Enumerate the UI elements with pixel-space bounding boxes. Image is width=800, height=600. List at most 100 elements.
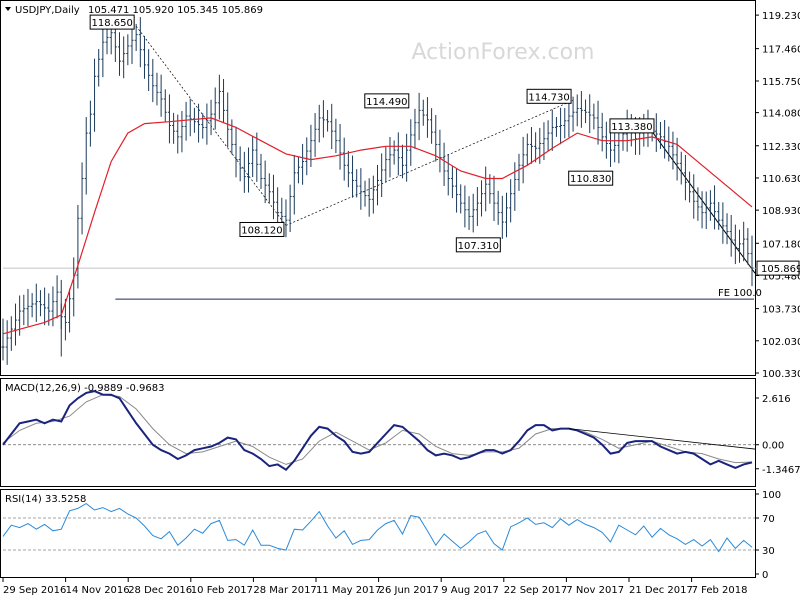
price-bar — [205, 103, 209, 145]
rsi-title: RSI(14) 33.5258 — [5, 494, 86, 505]
price-bar — [359, 168, 363, 210]
price-bar — [192, 107, 196, 133]
price-bar — [296, 156, 300, 184]
price-bar — [525, 133, 529, 166]
price-bar — [267, 173, 271, 204]
price-bar — [376, 164, 379, 206]
price-bar — [313, 113, 317, 157]
price-bar — [217, 74, 221, 120]
macd-line — [2, 390, 753, 471]
price-tick-label: 100.330 — [762, 369, 800, 380]
macd-tick-label: -1.3467 — [762, 465, 800, 476]
price-bar — [55, 275, 59, 319]
price-bar — [180, 110, 184, 153]
date-tick-label: 28 Dec 2016 — [128, 585, 192, 596]
price-bars — [1, 15, 754, 365]
price-bar — [151, 58, 155, 103]
price-bar — [255, 132, 259, 182]
price-bar — [538, 127, 542, 164]
price-bar — [93, 58, 97, 132]
price-bar — [392, 140, 396, 165]
price-bar — [63, 298, 67, 341]
price-bar — [679, 151, 683, 185]
price-bar — [534, 132, 538, 163]
price-bar — [138, 17, 142, 68]
price-bar — [317, 104, 321, 143]
annotation-label: 110.830 — [570, 174, 611, 185]
price-bar — [271, 174, 275, 220]
price-bar — [238, 146, 242, 182]
price-bar — [242, 151, 246, 193]
price-bar — [550, 109, 554, 151]
last-price-box — [756, 260, 800, 276]
annotation-box — [526, 88, 572, 104]
annotation-label: 118.650 — [91, 18, 132, 29]
price-bar — [226, 92, 230, 148]
price-bar — [434, 115, 438, 162]
price-bar — [567, 99, 571, 138]
axis-layer: 119.230 117.460 115.750 114.080 112.330 110.6… — [2, 11, 800, 596]
price-bar — [172, 112, 176, 144]
price-bar — [126, 34, 130, 66]
macd-title: MACD(12,26,9) -0.9889 -0.9683 — [5, 383, 165, 394]
price-bar — [251, 136, 255, 178]
price-bar — [559, 107, 563, 145]
price-bar — [97, 48, 101, 87]
price-bar — [463, 185, 467, 228]
rsi-tick-label: 30 — [762, 546, 775, 557]
price-bar — [421, 99, 425, 126]
price-bar — [413, 108, 417, 149]
price-bar — [688, 171, 692, 203]
price-bar — [51, 286, 55, 327]
price-bar — [163, 89, 167, 122]
annotation-box — [364, 93, 410, 109]
price-bar — [430, 108, 434, 144]
price-tick-label: 108.930 — [762, 206, 800, 217]
price-bar — [288, 184, 292, 233]
price-bar — [346, 150, 350, 188]
price-bar — [405, 133, 409, 182]
price-bar — [563, 107, 567, 139]
price-bar — [101, 24, 105, 78]
swing-annotation: 114.490 — [364, 93, 410, 109]
fe-level-label: FE 100.0 — [718, 288, 762, 299]
price-bar — [450, 166, 454, 199]
price-bar — [234, 126, 238, 178]
annotation-box — [568, 170, 614, 186]
price-bar — [72, 257, 76, 317]
macd-layer — [2, 390, 757, 471]
macd-panel-frame — [0, 378, 756, 487]
price-bar — [592, 103, 596, 130]
date-tick-label: 22 Sep 2017 — [504, 585, 567, 596]
price-bar — [213, 87, 217, 130]
price-bar — [396, 132, 400, 176]
annotation-label: 114.730 — [528, 92, 569, 103]
price-bar — [529, 127, 533, 164]
rsi-tick-label: 70 — [762, 514, 775, 525]
price-bar — [43, 287, 47, 326]
price-bar — [596, 100, 600, 145]
price-bar — [247, 147, 251, 193]
macd-signal-line — [2, 394, 753, 465]
price-bar — [442, 142, 446, 186]
price-bar — [147, 49, 151, 92]
price-bar — [571, 96, 575, 132]
price-bar — [446, 154, 450, 196]
price-bar — [492, 175, 496, 222]
price-bar — [438, 129, 442, 173]
price-bar — [76, 204, 80, 289]
price-bar — [521, 136, 525, 184]
moving-average-line — [2, 117, 753, 335]
price-bar — [554, 116, 558, 137]
price-bar — [276, 187, 280, 228]
date-tick-label: 29 Sep 2016 — [3, 585, 66, 596]
price-bar — [363, 180, 367, 207]
swing-annotation: 114.730 — [526, 88, 572, 104]
price-bar — [326, 109, 330, 132]
date-tick-label: 7 Feb 2018 — [692, 585, 748, 596]
date-tick-label: 7 Nov 2017 — [566, 585, 624, 596]
watermark: ActionForex.com — [412, 40, 595, 65]
price-bar — [321, 100, 325, 138]
annotation-box — [455, 237, 501, 253]
price-bar — [22, 294, 26, 326]
